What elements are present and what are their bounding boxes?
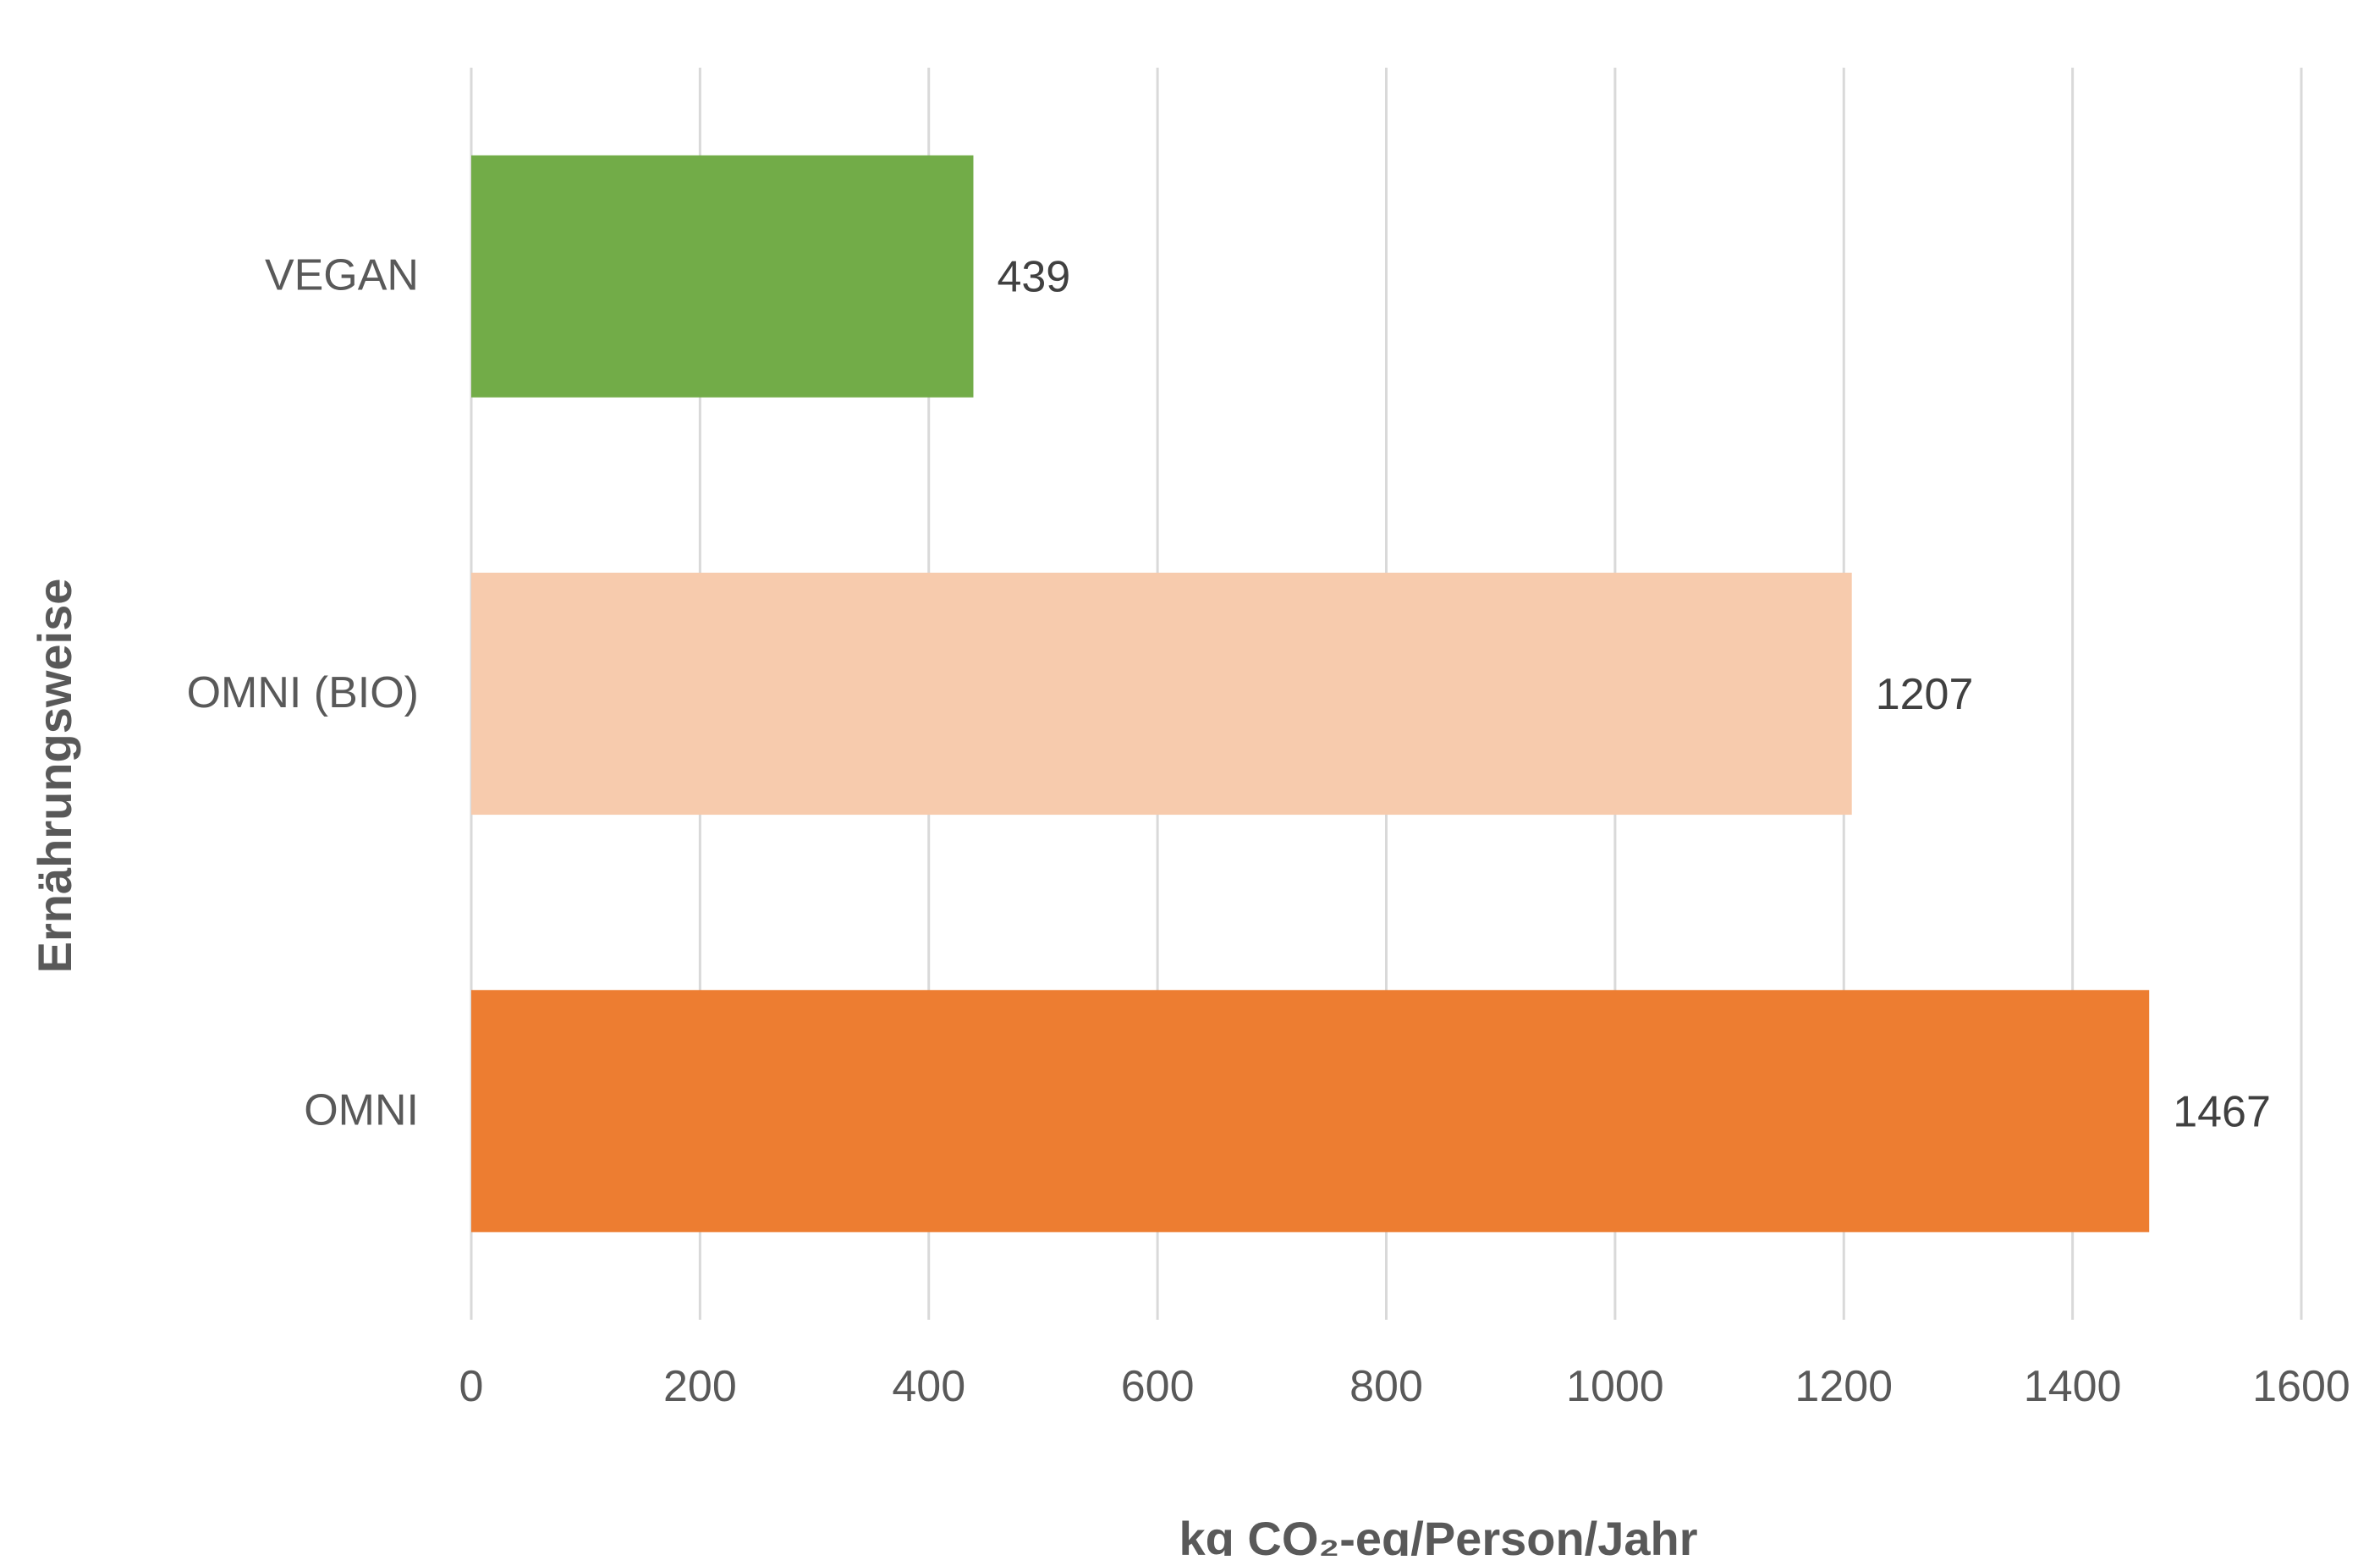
x-tick-label: 200 [663, 1362, 737, 1411]
category-label: OMNI [304, 1085, 419, 1134]
category-labels: VEGAN OMNI (BIO) OMNI [187, 251, 419, 1135]
x-tick-label: 400 [892, 1362, 965, 1411]
bar [471, 155, 974, 398]
x-tick-label: 0 [459, 1362, 484, 1411]
data-label: 439 [997, 253, 1070, 302]
data-label: 1207 [1876, 670, 1974, 719]
category-label: OMNI (BIO) [187, 668, 419, 717]
x-axis-title: kg CO₂-eq/Person/Jahr [1179, 1512, 1697, 1556]
bars [471, 155, 2150, 1233]
x-tick-label: 1000 [1566, 1362, 1664, 1411]
bar [471, 572, 1852, 816]
category-label: VEGAN [265, 251, 419, 300]
x-tick-label: 1400 [2024, 1362, 2122, 1411]
x-tick-label: 800 [1349, 1362, 1423, 1411]
data-labels: 439 1207 1467 [997, 253, 2270, 1137]
bar [471, 990, 2150, 1233]
x-tick-label: 1600 [2252, 1362, 2350, 1411]
x-tick-labels: 0 200 400 600 800 1000 1200 1400 1600 [459, 1362, 2350, 1411]
y-axis-title: Ernährungsweise [28, 579, 81, 974]
x-tick-label: 1200 [1795, 1362, 1893, 1411]
data-label: 1467 [2173, 1087, 2271, 1136]
x-tick-label: 600 [1121, 1362, 1195, 1411]
